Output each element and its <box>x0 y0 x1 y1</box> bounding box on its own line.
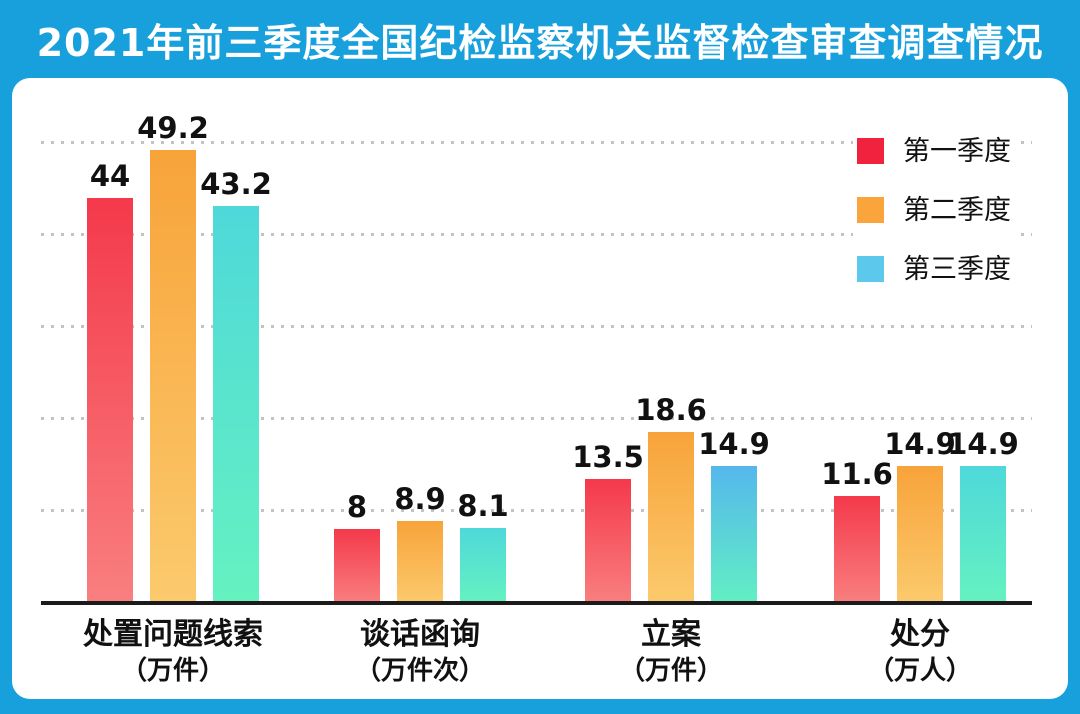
bar-q3-cat3: 14.9 <box>698 429 770 603</box>
bar-q3-cat2: 8.1 <box>457 492 509 603</box>
category-unit: （万件） <box>120 655 225 686</box>
category-unit: （万件次） <box>354 655 486 686</box>
legend-swatch <box>857 197 884 223</box>
category-name: 处分 <box>889 617 950 652</box>
legend-label: 第三季度 <box>903 253 1011 285</box>
value-label: 49.2 <box>137 111 209 146</box>
bar-group-3: 13.5 18.6 14.9 <box>572 395 770 603</box>
value-label: 14.9 <box>698 426 770 461</box>
value-label: 43.2 <box>200 166 272 201</box>
category-name: 处置问题线索 <box>83 617 263 652</box>
x-axis-line <box>41 601 1032 605</box>
legend-item-2: 第二季度 <box>857 194 1011 226</box>
category-name: 谈话函询 <box>359 617 480 652</box>
value-label: 8.9 <box>394 482 446 517</box>
plot-area: 第一季度 第二季度 第三季度 44 49.2 43.2 处置问题线索 （万件） 8 8.9 8.1… <box>12 78 1068 699</box>
value-label: 14.9 <box>884 426 956 461</box>
category-unit: （万件） <box>618 655 724 686</box>
value-label: 8 <box>346 490 368 525</box>
category-unit: （万人） <box>867 655 973 686</box>
bar-q2-cat4: 14.9 <box>884 429 956 603</box>
bar-q2-cat3: 18.6 <box>635 395 707 603</box>
category-label-3: 立案 （万件） <box>618 617 724 687</box>
bar-group-2: 8 8.9 8.1 <box>334 485 509 603</box>
gridline <box>41 509 1032 512</box>
gridline <box>41 233 1032 236</box>
gridline <box>41 325 1032 328</box>
bar-q1-cat2: 8 <box>334 493 380 603</box>
legend-label: 第一季度 <box>903 135 1011 167</box>
bar-q3-cat4: 14.9 <box>947 429 1019 603</box>
chart-panel: 第一季度 第二季度 第三季度 44 49.2 43.2 处置问题线索 （万件） 8 8.9 8.1… <box>12 78 1068 699</box>
bar-q1-cat4: 11.6 <box>821 460 893 603</box>
category-label-2: 谈话函询 （万件次） <box>354 617 486 687</box>
legend-swatch <box>857 256 884 282</box>
gridline <box>41 141 1032 144</box>
bar-group-4: 11.6 14.9 14.9 <box>821 429 1019 603</box>
value-label: 13.5 <box>572 439 644 474</box>
bar-group-1: 44 49.2 43.2 <box>87 114 272 603</box>
category-label-4: 处分 （万人） <box>867 617 973 687</box>
value-label: 44 <box>89 159 131 194</box>
bar-q1-cat3: 13.5 <box>572 442 644 603</box>
bar-q1-cat1: 44 <box>87 162 133 603</box>
legend-item-3: 第三季度 <box>857 253 1011 285</box>
legend-item-1: 第一季度 <box>857 135 1011 167</box>
value-label: 8.1 <box>457 489 509 524</box>
title-banner: 2021年前三季度全国纪检监察机关监督检查审查调查情况 <box>0 0 1080 78</box>
bar-q2-cat1: 49.2 <box>137 114 209 603</box>
chart-title: 2021年前三季度全国纪检监察机关监督检查审查调查情况 <box>36 20 1044 65</box>
gridline <box>41 417 1032 420</box>
bar-q2-cat2: 8.9 <box>394 485 446 603</box>
value-label: 18.6 <box>635 392 707 427</box>
legend-swatch <box>857 138 884 164</box>
bar-q3-cat1: 43.2 <box>200 169 272 603</box>
legend: 第一季度第二季度第三季度 <box>853 134 1021 285</box>
category-name: 立案 <box>640 617 701 652</box>
value-label: 11.6 <box>821 457 893 492</box>
value-label: 14.9 <box>947 426 1019 461</box>
category-label-1: 处置问题线索 （万件） <box>83 617 263 687</box>
legend-label: 第二季度 <box>903 194 1011 226</box>
